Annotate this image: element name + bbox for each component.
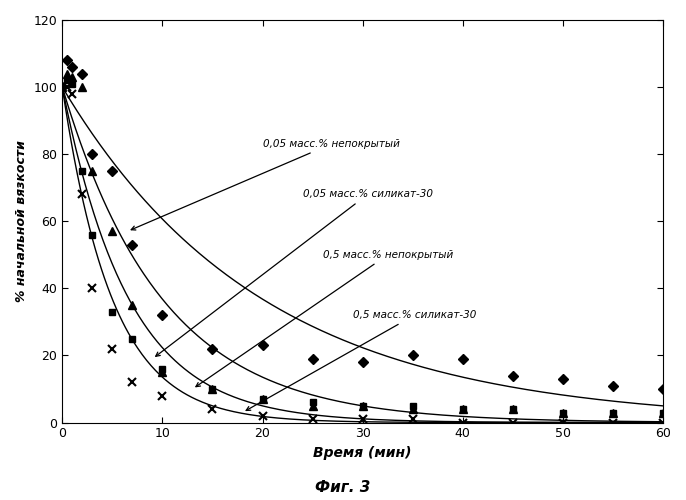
Text: 0,5 масс.% непокрытый: 0,5 масс.% непокрытый (196, 250, 453, 386)
Text: 0,05 масс.% непокрытый: 0,05 масс.% непокрытый (131, 139, 399, 230)
Text: 0,05 масс.% силикат-30: 0,05 масс.% силикат-30 (156, 190, 433, 356)
X-axis label: Время (мин): Время (мин) (314, 446, 412, 460)
Text: 0,5 масс.% силикат-30: 0,5 масс.% силикат-30 (246, 310, 476, 410)
Y-axis label: % начальной вязкости: % начальной вязкости (15, 140, 28, 302)
Text: Фиг. 3: Фиг. 3 (316, 480, 370, 495)
